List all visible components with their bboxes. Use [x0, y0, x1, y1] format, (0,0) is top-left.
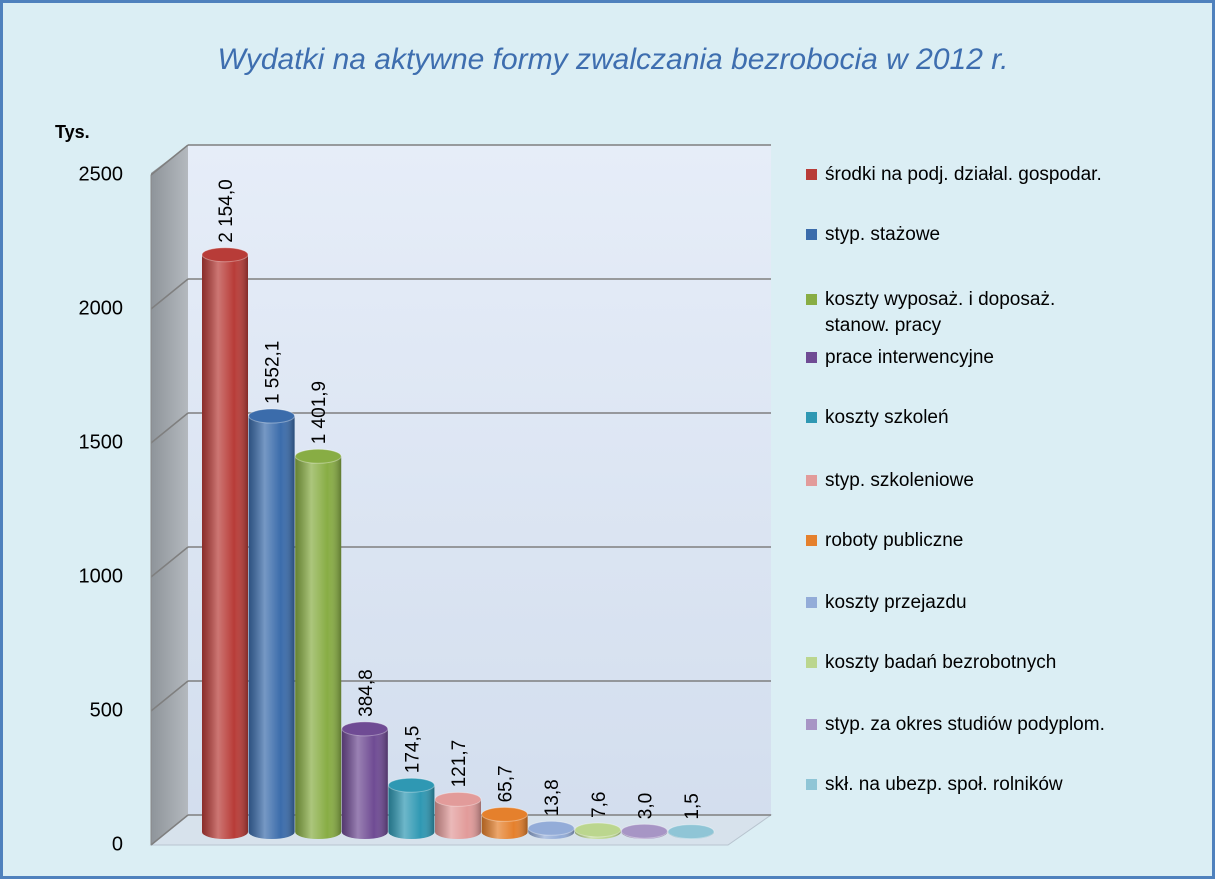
bar-shade [341, 728, 388, 839]
legend-label: koszty przejazdu [825, 592, 967, 613]
bar-top [294, 448, 342, 464]
data-label: 1,5 [682, 793, 703, 819]
grid-line-side [150, 814, 189, 846]
legend-label: styp. stażowe [825, 224, 941, 245]
legend-label: styp. za okres studiów podyplom. [825, 714, 1105, 735]
data-label: 2 154,0 [216, 179, 237, 242]
legend-label: prace interwencyjne [825, 347, 994, 368]
bar-top [341, 721, 389, 737]
grid-line-side [150, 412, 189, 444]
legend-swatch [806, 352, 817, 363]
legend-label: koszty szkoleń [825, 407, 949, 428]
bar-shade [388, 785, 435, 839]
bar-top [667, 824, 715, 840]
y-tick-label: 0 [112, 833, 123, 855]
grid-line-side [150, 144, 189, 176]
bar-top [387, 777, 435, 793]
legend-swatch [806, 412, 817, 423]
bar-shade [202, 254, 248, 839]
data-label: 1 552,1 [263, 341, 284, 404]
bar-top [574, 822, 622, 838]
y-tick-label: 500 [90, 699, 123, 721]
bar-top [434, 791, 482, 807]
legend-swatch [806, 779, 817, 790]
legend-swatch [806, 475, 817, 486]
grid-line-side [150, 278, 189, 310]
legend-swatch [806, 169, 817, 180]
data-label: 7,6 [589, 792, 610, 818]
chart: Wydatki na aktywne formy zwalczania bezr… [55, 43, 1009, 855]
bar-shade [481, 814, 528, 839]
bar-shade [248, 416, 295, 839]
data-label: 3,0 [635, 793, 656, 819]
bar-top [527, 820, 575, 836]
legend-label: roboty publiczne [825, 530, 964, 551]
y-tick-label: 1000 [79, 565, 124, 587]
legend-swatch [806, 294, 817, 305]
legend-swatch [806, 229, 817, 240]
chart-title: Wydatki na aktywne formy zwalczania bezr… [218, 43, 1009, 76]
y-tick-label: 2000 [79, 297, 124, 319]
y-tick-label: 2500 [79, 163, 124, 185]
y-axis-label: Tys. [55, 122, 90, 142]
grid-line-side [150, 546, 189, 578]
legend-swatch [806, 719, 817, 730]
data-label: 384,8 [356, 669, 377, 717]
side-wall [151, 145, 188, 845]
legend-label: koszty wyposaż. i doposaż. stanow. pracy [825, 289, 1056, 336]
bar-top [620, 823, 668, 839]
data-label: 1 401,9 [309, 381, 330, 444]
bar-shade [435, 799, 481, 839]
bar-top [248, 408, 296, 424]
bar-top [481, 806, 529, 822]
data-label: 174,5 [402, 726, 423, 774]
legend-label: skł. na ubezp. społ. rolników [825, 774, 1063, 795]
grid-line-side [150, 680, 189, 712]
legend-label: środki na podj. działal. gospodar. [825, 164, 1102, 185]
bar-top [201, 247, 249, 263]
data-label: 13,8 [542, 779, 563, 816]
legend-swatch [806, 657, 817, 668]
bar-shade [295, 456, 342, 839]
data-label: 65,7 [496, 765, 517, 802]
data-label: 121,7 [449, 740, 470, 788]
legend-swatch [806, 535, 817, 546]
legend-label: koszty badań bezrobotnych [825, 652, 1057, 673]
y-tick-label: 1500 [79, 431, 124, 453]
legend-label: styp. szkoleniowe [825, 470, 974, 491]
legend-swatch [806, 597, 817, 608]
